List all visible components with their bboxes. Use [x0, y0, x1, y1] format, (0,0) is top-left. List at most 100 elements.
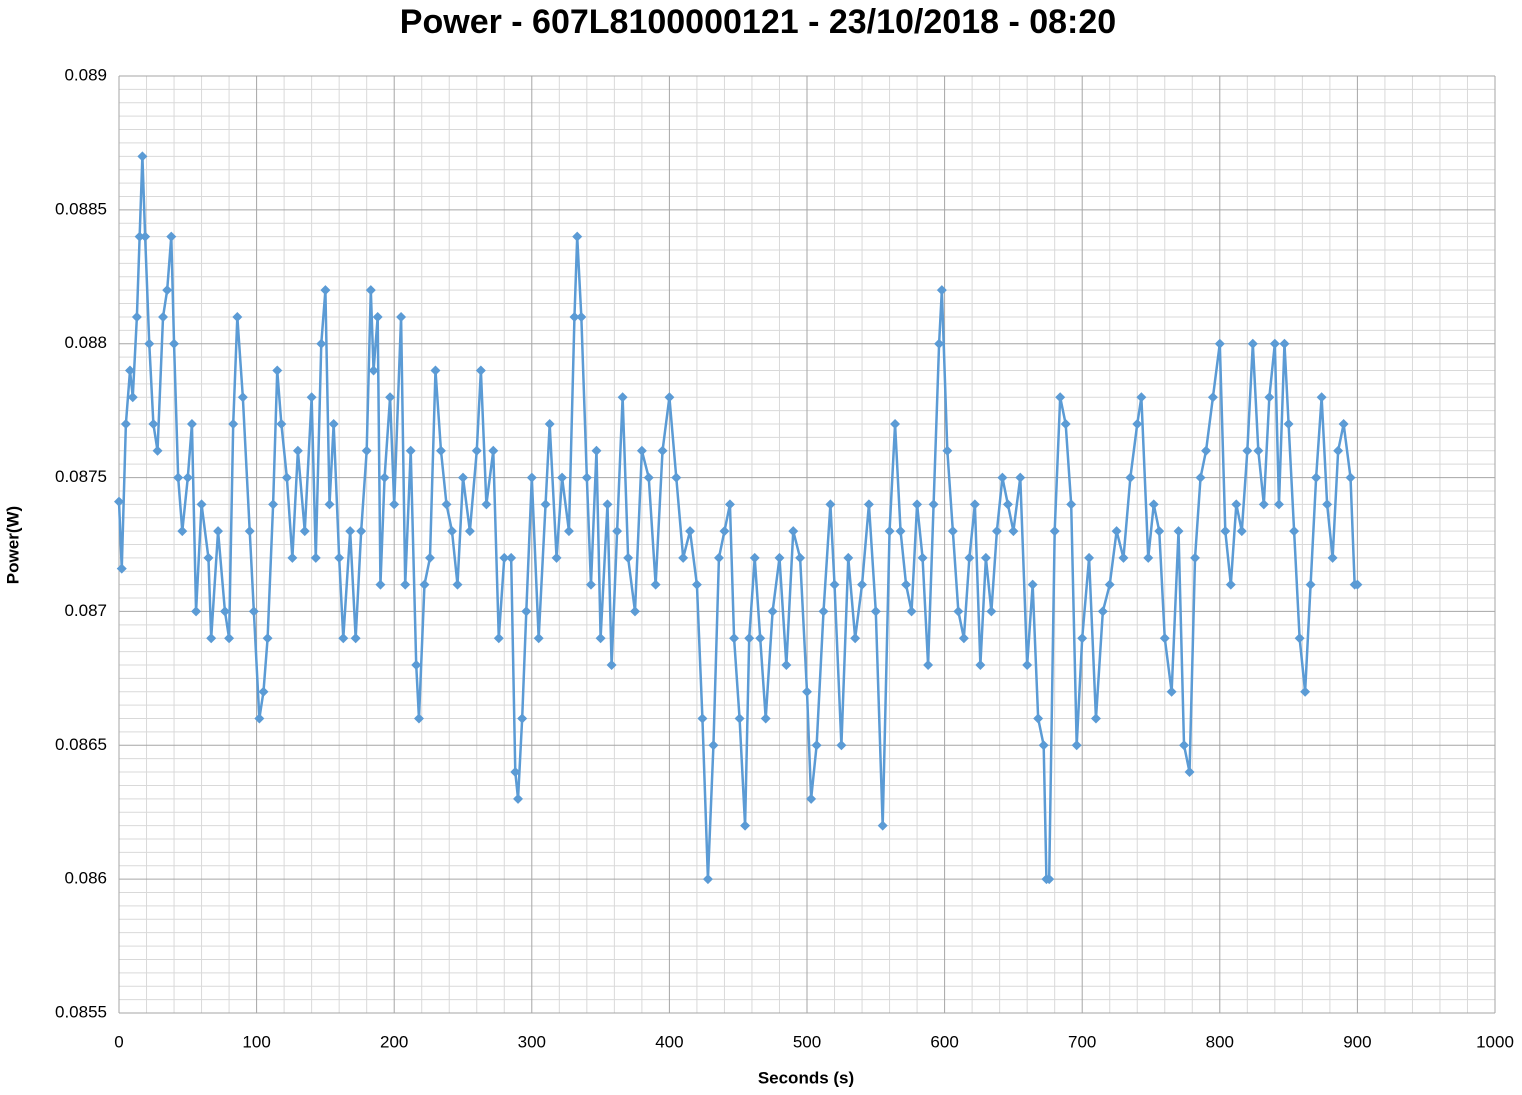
data-point — [1327, 552, 1338, 563]
data-point — [191, 606, 202, 617]
data-point — [385, 392, 396, 403]
data-point — [1190, 552, 1201, 563]
data-point — [452, 579, 463, 590]
data-point — [441, 499, 452, 510]
data-point — [1002, 499, 1013, 510]
data-point — [877, 820, 888, 831]
y-tick-label: 0.087 — [64, 601, 107, 620]
data-point — [912, 499, 923, 510]
data-point — [1111, 526, 1122, 537]
data-point — [702, 874, 713, 885]
data-point — [173, 472, 184, 483]
data-point — [729, 633, 740, 644]
data-point — [958, 633, 969, 644]
data-point — [576, 311, 587, 322]
data-point — [1294, 633, 1305, 644]
data-point — [244, 526, 255, 537]
data-point — [1022, 659, 1033, 670]
data-point — [936, 285, 947, 296]
data-point — [228, 419, 239, 430]
data-point — [581, 472, 592, 483]
data-point — [446, 526, 457, 537]
x-axis-label: Seconds (s) — [758, 1068, 854, 1087]
data-point — [890, 419, 901, 430]
data-point — [850, 633, 861, 644]
data-point — [356, 526, 367, 537]
data-point — [630, 606, 640, 617]
data-point — [636, 445, 647, 456]
data-point — [895, 526, 906, 537]
x-tick-label: 100 — [242, 1032, 270, 1051]
data-point — [802, 686, 812, 697]
data-point — [1269, 338, 1280, 349]
data-point — [464, 526, 475, 537]
data-point — [510, 767, 521, 778]
data-point — [232, 311, 243, 322]
data-point — [1027, 579, 1038, 590]
data-point — [368, 365, 379, 376]
data-point — [928, 499, 939, 510]
data-point — [857, 579, 868, 590]
data-point — [1289, 526, 1300, 537]
data-point — [1283, 419, 1294, 430]
data-point — [1338, 419, 1349, 430]
data-point — [1333, 445, 1344, 456]
data-point — [493, 633, 504, 644]
y-tick-label: 0.0875 — [55, 467, 107, 486]
data-point — [152, 445, 163, 456]
y-tick-label: 0.086 — [64, 869, 107, 888]
data-point — [1173, 526, 1184, 537]
data-point — [405, 445, 416, 456]
data-point — [595, 633, 606, 644]
data-point — [375, 579, 386, 590]
data-point — [740, 820, 751, 831]
data-point — [481, 499, 492, 510]
data-point — [1201, 445, 1212, 456]
data-point — [1154, 526, 1165, 537]
data-point — [316, 338, 327, 349]
data-point — [248, 606, 259, 617]
data-point — [276, 419, 287, 430]
data-point — [120, 419, 131, 430]
data-point — [1322, 499, 1333, 510]
data-point — [1159, 633, 1170, 644]
data-point — [287, 552, 298, 563]
data-point — [1220, 526, 1231, 537]
data-point — [1118, 552, 1129, 563]
data-point — [471, 445, 482, 456]
data-point — [254, 713, 265, 724]
data-point — [272, 365, 283, 376]
data-point — [338, 633, 349, 644]
data-point — [884, 526, 895, 537]
data-point — [1253, 445, 1264, 456]
chart-title: Power - 607L8100000121 - 23/10/2018 - 08… — [400, 3, 1116, 41]
data-point — [760, 713, 771, 724]
data-point — [396, 311, 407, 322]
data-point — [1015, 472, 1026, 483]
data-point — [281, 472, 292, 483]
data-point — [997, 472, 1008, 483]
data-point — [1104, 579, 1115, 590]
data-point — [795, 552, 806, 563]
data-point — [140, 231, 151, 242]
data-point — [1008, 526, 1019, 537]
data-point — [544, 419, 555, 430]
data-point — [350, 633, 361, 644]
data-point — [980, 552, 991, 563]
data-point — [749, 552, 760, 563]
data-point — [1044, 874, 1055, 885]
data-point — [169, 338, 180, 349]
data-point — [1038, 740, 1049, 751]
data-point — [650, 579, 661, 590]
data-point — [506, 552, 517, 563]
x-tick-label: 200 — [380, 1032, 408, 1051]
data-point — [612, 526, 623, 537]
data-point — [969, 499, 980, 510]
data-point — [1273, 499, 1284, 510]
data-point — [755, 633, 766, 644]
data-point — [1242, 445, 1253, 456]
data-point — [137, 151, 148, 162]
data-point — [125, 365, 136, 376]
data-point — [843, 552, 854, 563]
data-point — [947, 526, 958, 537]
